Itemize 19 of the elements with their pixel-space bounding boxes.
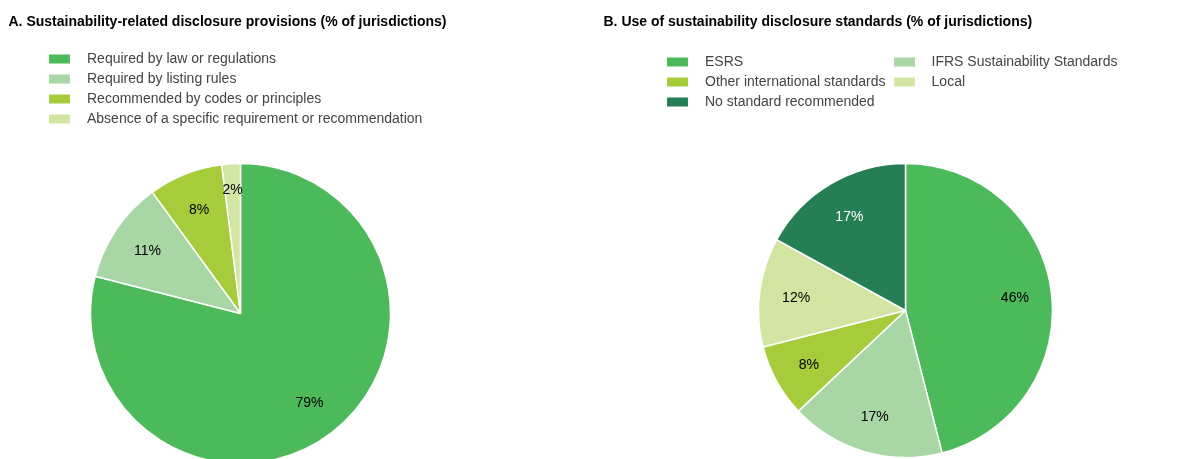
- chart-title: A. Sustainability-related disclosure provisions (% of jurisdictions): [8, 12, 447, 29]
- legend-label: Required by law or regulations: [87, 50, 277, 66]
- data-label: 17%: [835, 207, 864, 224]
- legend-label: Required by listing rules: [87, 70, 237, 86]
- legend-label: IFRS Sustainability Standards: [931, 53, 1118, 69]
- legend-label: Other international standards: [705, 73, 886, 89]
- legend-label: Recommended by codes or principles: [87, 90, 322, 106]
- legend-label: Local: [931, 73, 966, 89]
- legend-label: No standard recommended: [705, 93, 875, 109]
- data-label: 8%: [188, 200, 210, 217]
- data-label: 17%: [860, 408, 889, 425]
- legend-label: ESRS: [705, 53, 744, 69]
- data-label: 8%: [798, 355, 819, 372]
- legend-label: Absence of a specific requirement or recommendation: [87, 110, 423, 126]
- data-label: 79%: [295, 394, 324, 411]
- data-label: 12%: [782, 288, 811, 305]
- data-label: 11%: [133, 242, 161, 259]
- data-label: 46%: [1000, 288, 1029, 305]
- chart-title: B. Use of sustainability disclosure standards (% of jurisdictions): [603, 12, 1033, 29]
